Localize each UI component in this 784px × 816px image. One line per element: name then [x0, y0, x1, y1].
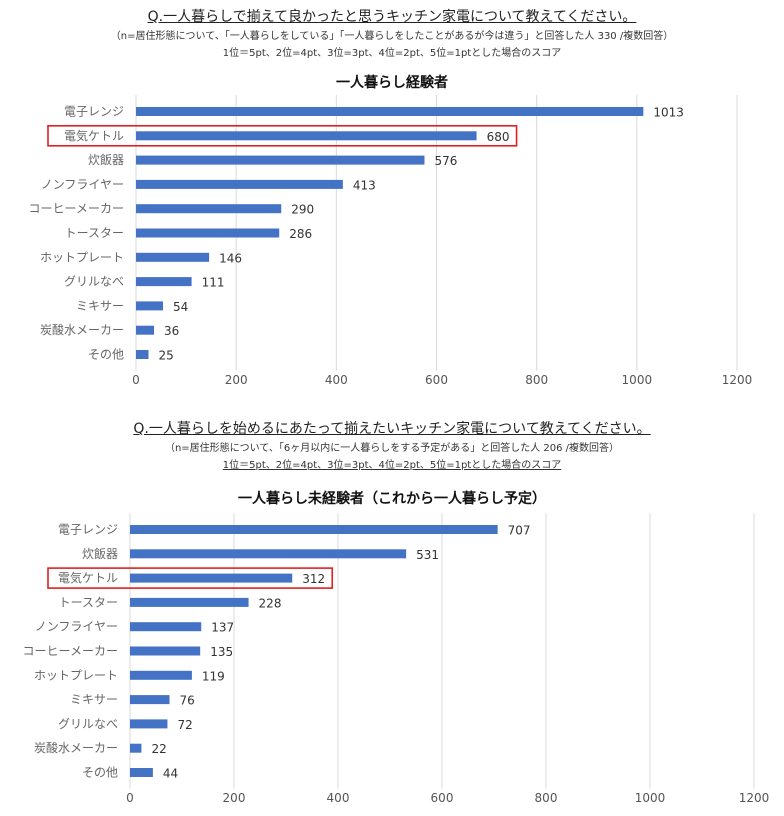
x-tick-label: 1200 [722, 373, 753, 387]
bar [130, 573, 293, 583]
sample-note-1: （n=居住形態について、「一人暮らしをしている」「一人暮らしをしたことがあるが今… [110, 31, 674, 42]
bar [136, 325, 155, 335]
bar [130, 719, 168, 729]
category-label: 炊飯器 [88, 152, 124, 167]
x-tick-label: 200 [223, 791, 246, 805]
bar-chart-experienced: 0 200 400 600 800 1000 1200 電子レンジ 1013 電気ケトル 680 炊飯… [28, 95, 753, 387]
category-label: グリルなべ [58, 717, 118, 731]
data-label: 312 [302, 572, 325, 586]
bar [130, 597, 249, 607]
data-label: 44 [163, 767, 178, 781]
bar [136, 350, 149, 359]
category-label: 炭酸水メーカー [34, 740, 118, 755]
x-tick-label: 1200 [739, 791, 770, 805]
category-label: コーヒーメーカー [22, 644, 118, 658]
category-label: 電子レンジ [64, 105, 124, 119]
x-tick-label: 600 [425, 373, 448, 387]
chart-title-2: 一人暮らし未経験者（これから一人暮らし予定） [238, 491, 546, 507]
x-tick-label: 1000 [622, 373, 653, 387]
data-label: 531 [416, 548, 439, 562]
category-label: 電子レンジ [58, 523, 118, 537]
x-tick-label: 0 [132, 373, 140, 387]
bar [136, 277, 192, 287]
highlight-box [47, 124, 518, 147]
sample-note-2: （n=居住形態について、「6ヶ月以内に一人暮らしをする予定がある」と回答した人 … [164, 443, 620, 454]
category-label: 炭酸水メーカー [40, 322, 124, 337]
data-label: 22 [151, 742, 166, 756]
bar-chart-planned: 0 200 400 600 800 1000 1200 電子レンジ 707 炊飯器 531 電気ケトル… [22, 513, 770, 805]
bar [130, 622, 202, 632]
category-label: 炊飯器 [82, 546, 118, 561]
data-label: 576 [434, 154, 457, 168]
data-label: 228 [259, 596, 282, 610]
data-label: 25 [159, 349, 174, 363]
data-label: 54 [173, 300, 188, 314]
bar [136, 204, 282, 214]
data-label: 146 [219, 251, 242, 265]
question-1: Q.一人暮らしで揃えて良かったと思うキッチン家電について教えてください。 [147, 9, 637, 25]
category-label: ミキサー [70, 693, 118, 707]
category-label: その他 [82, 766, 118, 780]
question-2: Q.一人暮らしを始めるにあたって揃えたいキッチン家電について教えてください。 [133, 421, 651, 437]
x-tick-label: 600 [431, 791, 454, 805]
category-label: ミキサー [76, 299, 124, 313]
bar [136, 131, 477, 141]
bar [130, 743, 142, 753]
bar [136, 301, 164, 311]
bar [136, 155, 425, 165]
category-label: コーヒーメーカー [28, 202, 124, 216]
category-label: ノンフライヤー [41, 177, 124, 191]
data-label: 72 [177, 718, 192, 732]
x-tick-label: 800 [535, 791, 558, 805]
data-label: 680 [487, 130, 510, 144]
data-label: 290 [291, 203, 314, 217]
data-label: 119 [202, 669, 225, 683]
category-label: ホットプレート [34, 668, 118, 682]
data-label: 36 [164, 324, 179, 338]
bar [130, 525, 498, 534]
data-label: 76 [180, 694, 195, 708]
x-tick-label: 0 [126, 791, 134, 805]
category-label: 電気ケトル [58, 570, 118, 585]
category-label: トースター [65, 226, 124, 240]
data-label: 135 [210, 645, 233, 659]
category-label: ノンフライヤー [35, 620, 118, 634]
bar [136, 107, 644, 116]
x-tick-label: 400 [327, 791, 350, 805]
score-note-2: 1位＝5pt、2位=4pt、3位=3pt、4位=2pt、5位=1ptとした場合の… [222, 460, 562, 471]
score-note-1: 1位＝5pt、2位=4pt、3位=3pt、4位=2pt、5位=1ptとした場合の… [222, 48, 562, 59]
bar [130, 695, 170, 705]
data-label: 137 [211, 621, 234, 635]
x-tick-label: 400 [325, 373, 348, 387]
data-label: 111 [202, 276, 225, 290]
bar [130, 768, 153, 777]
x-tick-label: 1000 [635, 791, 666, 805]
data-label: 707 [508, 524, 531, 538]
bar [136, 252, 210, 262]
category-label: トースター [59, 595, 118, 609]
category-label: 電気ケトル [64, 128, 124, 143]
category-label: グリルなべ [64, 275, 124, 289]
bar [130, 646, 201, 656]
chart-title-1: 一人暮らし経験者 [336, 75, 448, 91]
bar [136, 179, 343, 189]
data-label: 413 [353, 178, 376, 192]
x-tick-label: 800 [525, 373, 548, 387]
data-label: 286 [289, 227, 312, 241]
highlight-box [47, 567, 334, 589]
bar [130, 670, 192, 680]
bar [130, 549, 407, 559]
category-label: ホットプレート [40, 250, 124, 264]
bar [136, 228, 280, 238]
x-tick-label: 200 [225, 373, 248, 387]
category-label: その他 [88, 348, 124, 362]
data-label: 1013 [653, 106, 684, 120]
